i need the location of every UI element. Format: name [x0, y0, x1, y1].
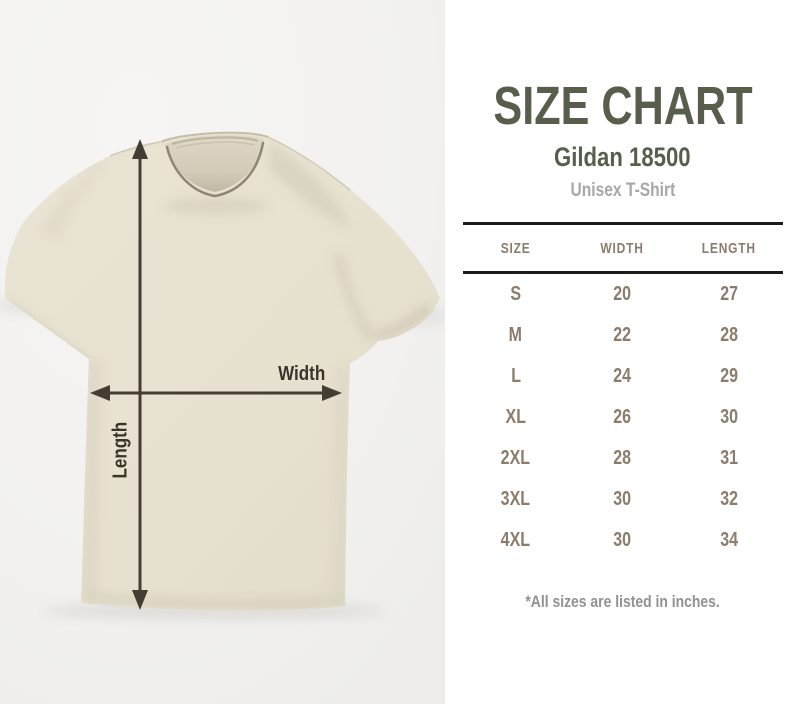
length-cell: 29	[720, 365, 739, 387]
length-cell: 27	[720, 283, 739, 305]
length-label-text: Length	[109, 422, 132, 479]
size-cell: 3XL	[501, 488, 531, 510]
units-footnote: *All sizes are listed in inches.	[525, 592, 720, 611]
table-row: 2XL 28 31	[463, 438, 783, 479]
size-cell: S	[510, 283, 522, 305]
collar-opening	[165, 135, 264, 192]
table-row: 4XL 30 34	[463, 520, 783, 561]
size-cell: 2XL	[501, 447, 531, 469]
width-cell: 26	[613, 406, 632, 428]
width-cell: 30	[613, 529, 632, 551]
page-title: SIZE CHART	[492, 76, 753, 136]
size-cell: 4XL	[501, 529, 531, 551]
length-cell: 31	[720, 447, 739, 469]
width-label-text: Width	[278, 363, 326, 385]
product-photo-panel: Width Length	[0, 0, 445, 704]
width-cell: 22	[613, 324, 632, 346]
length-arrow	[132, 139, 148, 610]
product-name: Gildan 18500	[554, 142, 691, 172]
size-cell: XL	[505, 406, 527, 428]
product-type: Unisex T-Shirt	[570, 180, 675, 201]
width-measurement-label: Width	[267, 363, 337, 386]
length-cell: 34	[720, 529, 739, 551]
size-table: SIZE WIDTH LENGTH S 20 27 M 22 28 L 24 2…	[462, 222, 783, 561]
width-cell: 30	[613, 488, 632, 510]
collar-band	[165, 141, 265, 198]
width-cell: 24	[613, 365, 632, 387]
width-arrow	[90, 385, 342, 401]
table-row: M 22 28	[463, 315, 783, 356]
header-size: SIZE	[500, 239, 531, 257]
size-cell: L	[510, 365, 521, 387]
table-row: L 24 29	[463, 356, 783, 397]
length-cell: 32	[720, 488, 739, 510]
tshirt-illustration	[0, 0, 445, 704]
header-width: WIDTH	[600, 239, 645, 257]
width-cell: 20	[613, 283, 632, 305]
size-chart-panel: SIZE CHART Gildan 18500 Unisex T-Shirt S…	[445, 0, 800, 704]
left-shoulder-seam	[109, 141, 161, 157]
table-row: S 20 27	[463, 274, 783, 315]
size-cell: M	[509, 324, 523, 346]
table-row: XL 26 30	[463, 397, 783, 438]
size-table-header-row: SIZE WIDTH LENGTH	[462, 222, 783, 274]
right-shoulder-seam	[267, 136, 351, 191]
width-cell: 28	[613, 447, 632, 469]
length-measurement-label: Length	[110, 411, 133, 491]
header-length: LENGTH	[702, 239, 757, 257]
table-row: 3XL 30 32	[463, 479, 783, 520]
length-cell: 28	[720, 324, 739, 346]
length-cell: 30	[720, 406, 739, 428]
